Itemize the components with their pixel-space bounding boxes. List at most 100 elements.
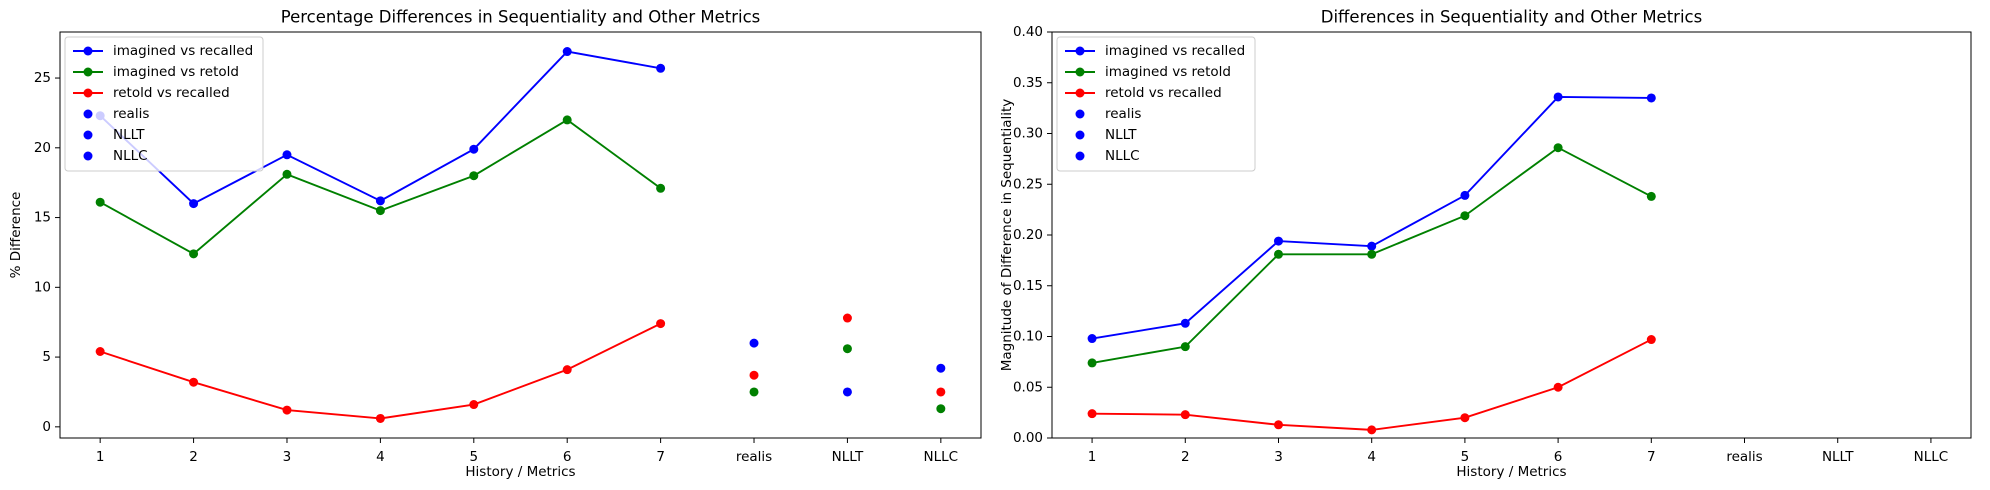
x-tick-label: 3 — [1274, 449, 1283, 465]
series-point — [1367, 425, 1377, 435]
series-point — [1273, 420, 1283, 430]
legend-marker — [83, 151, 93, 161]
series-point — [656, 319, 666, 329]
legend-label: NLLT — [1105, 127, 1137, 143]
y-axis-label: Magnitude of Difference in Sequentiality — [999, 99, 1015, 372]
axes-frame — [1051, 31, 1972, 439]
legend: imagined vs recalled imagined vs retold re… — [1056, 36, 1256, 172]
x-tick-label: 6 — [563, 449, 572, 465]
y-tick-label: 10 — [34, 279, 51, 295]
x-tick-label: 1 — [1088, 449, 1097, 465]
y-tick-label: 0.15 — [1013, 278, 1043, 294]
legend-label: retold vs recalled — [113, 85, 230, 101]
y-tick-label: 20 — [34, 140, 51, 156]
legend-label: realis — [113, 106, 149, 122]
series-point — [1180, 342, 1190, 352]
legend-label: imagined vs recalled — [113, 43, 253, 59]
series-point — [189, 249, 199, 259]
series-point — [189, 199, 199, 209]
legend-label: imagined vs recalled — [1105, 43, 1245, 59]
x-tick-label: NLLT — [832, 449, 864, 465]
series-point — [95, 197, 105, 207]
series-point — [1180, 318, 1190, 328]
legend-marker — [1075, 130, 1085, 140]
y-tick-label: 5 — [42, 349, 51, 365]
series-point — [1367, 249, 1377, 259]
chart: Differences in Sequentiality and Other M… — [999, 8, 1972, 480]
series-point — [562, 365, 572, 375]
x-tick-label: 3 — [283, 449, 292, 465]
series-point — [375, 413, 385, 423]
x-tick-label: 6 — [1554, 449, 1563, 465]
x-tick-label: NLLT — [1822, 449, 1854, 465]
legend-label: NLLT — [113, 127, 145, 143]
series-point — [1553, 143, 1563, 153]
metric-point — [749, 387, 759, 397]
metric-point — [749, 338, 759, 348]
metric-point — [936, 363, 946, 373]
series-point — [1180, 410, 1190, 420]
series-point — [282, 169, 292, 179]
legend-marker — [1075, 88, 1085, 98]
chart: Percentage Differences in Sequentiality … — [8, 8, 982, 480]
legend-label: imagined vs retold — [113, 64, 239, 80]
x-tick-label: 7 — [656, 449, 665, 465]
chart-title: Differences in Sequentiality and Other M… — [1321, 8, 1702, 27]
y-tick-label: 0.20 — [1013, 227, 1043, 243]
series-point — [562, 115, 572, 125]
series-point — [1553, 382, 1563, 392]
y-tick-label: 0.35 — [1013, 75, 1043, 91]
series-point — [1460, 413, 1470, 423]
series-point — [282, 150, 292, 160]
series-point — [656, 63, 666, 73]
series-point — [1087, 409, 1097, 419]
x-tick-label: realis — [736, 449, 772, 465]
series-point — [1646, 335, 1656, 345]
y-axis-label: % Difference — [8, 192, 24, 279]
legend-label: NLLC — [113, 148, 148, 164]
series-point — [189, 377, 199, 387]
series-point — [1273, 249, 1283, 259]
series-point — [1460, 190, 1470, 200]
y-tick-label: 0.40 — [1013, 24, 1043, 40]
legend-marker — [1075, 67, 1085, 77]
metric-point — [842, 313, 852, 323]
series-point — [1460, 211, 1470, 221]
series-point — [375, 196, 385, 206]
y-tick-label: 0.10 — [1013, 329, 1043, 345]
legend-box — [64, 36, 264, 172]
x-axis-label: History / Metrics — [465, 464, 575, 480]
series-point — [1273, 236, 1283, 246]
series-point — [469, 400, 479, 410]
y-tick-label: 0.25 — [1013, 176, 1043, 192]
series-line — [1092, 338, 1652, 431]
y-tick-label: 15 — [34, 210, 51, 226]
x-tick-label: 2 — [189, 449, 198, 465]
series-point — [1087, 358, 1097, 368]
series-point — [656, 183, 666, 193]
x-tick-label: 2 — [1181, 449, 1190, 465]
axes-frame — [59, 31, 982, 439]
x-tick-label: NLLC — [1914, 449, 1949, 465]
legend-marker — [83, 46, 93, 56]
y-tick-label: 0.00 — [1013, 430, 1043, 446]
series-point — [375, 206, 385, 216]
series-point — [282, 405, 292, 415]
series-point — [469, 171, 479, 181]
x-tick-label: 4 — [1367, 449, 1376, 465]
x-tick-label: 5 — [469, 449, 478, 465]
series-point — [562, 47, 572, 57]
legend-marker — [83, 130, 93, 140]
y-tick-label: 0.05 — [1013, 379, 1043, 395]
x-tick-label: NLLC — [924, 449, 959, 465]
series-point — [469, 144, 479, 154]
x-tick-label: realis — [1726, 449, 1762, 465]
series-point — [95, 346, 105, 356]
legend-label: NLLC — [1105, 148, 1140, 164]
legend-marker — [83, 67, 93, 77]
series-point — [1367, 241, 1377, 251]
legend-label: imagined vs retold — [1105, 64, 1231, 80]
metric-point — [842, 387, 852, 397]
legend-label: realis — [1105, 106, 1141, 122]
